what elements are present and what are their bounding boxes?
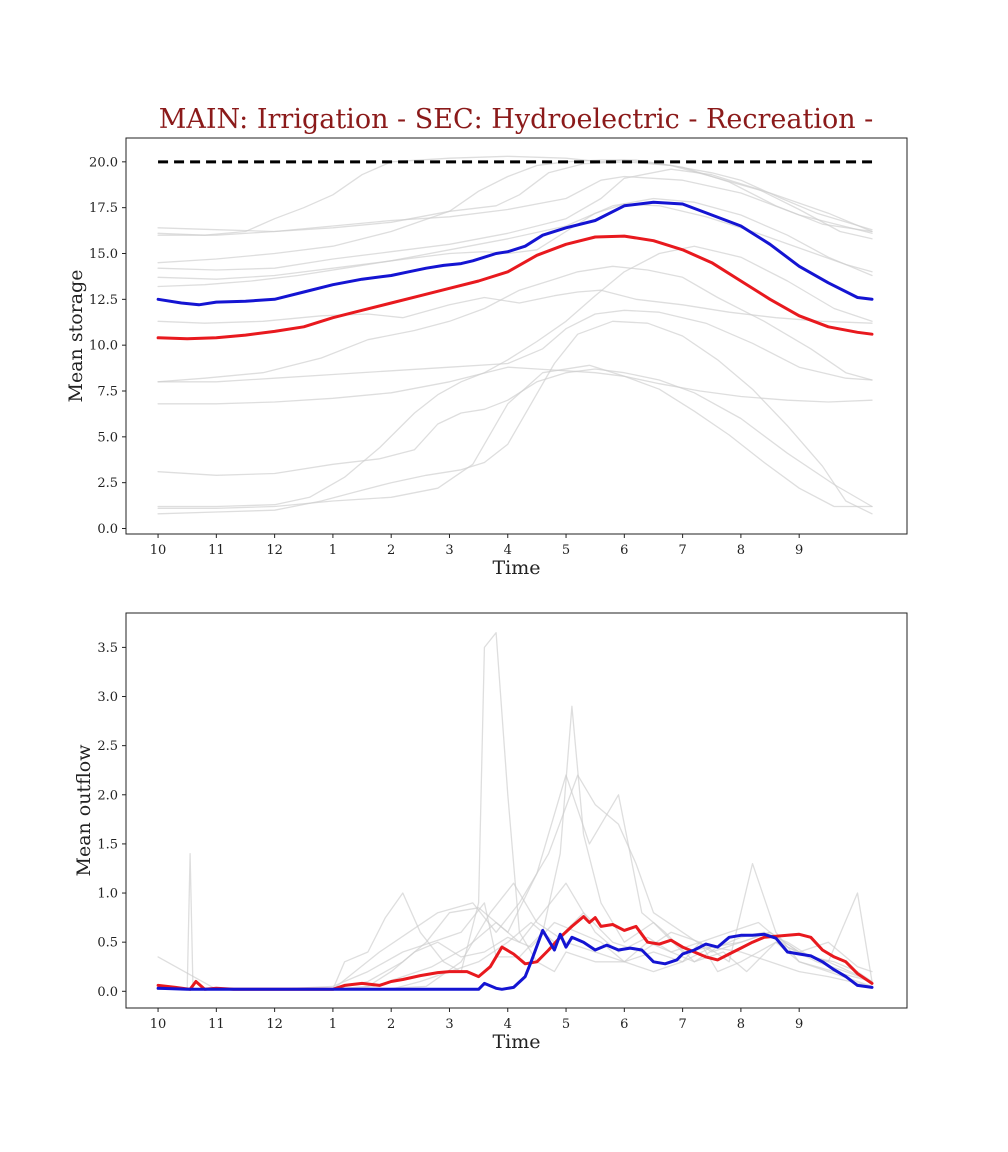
y-tick-label: 2.5 xyxy=(97,739,118,754)
x-tick-label: 12 xyxy=(266,543,283,558)
scenario-line xyxy=(157,774,873,990)
scenario-line xyxy=(157,632,873,990)
x-tick-label: 6 xyxy=(620,543,628,558)
plot-frame xyxy=(125,612,908,1009)
y-tick-label: 1.5 xyxy=(97,837,118,852)
x-tick-label: 12 xyxy=(266,1017,283,1032)
scenario-line xyxy=(157,168,873,271)
y-tick-label: 1.0 xyxy=(97,887,118,902)
scenario-line xyxy=(157,203,873,288)
x-tick-label: 1 xyxy=(329,543,337,558)
scenario-line xyxy=(157,159,873,264)
y-tick-label: 3.5 xyxy=(97,641,118,656)
x-tick-label: 9 xyxy=(795,543,803,558)
y-tick-label: 0.5 xyxy=(97,936,118,951)
scenario-line xyxy=(157,912,873,990)
y-axis-label: Mean outflow xyxy=(73,744,95,877)
y-tick-label: 10.0 xyxy=(89,339,118,354)
scenario-line xyxy=(157,161,873,233)
y-tick-label: 15.0 xyxy=(89,247,118,262)
x-tick-label: 7 xyxy=(678,1017,686,1032)
y-tick-label: 0.0 xyxy=(97,985,118,1000)
x-tick-label: 4 xyxy=(504,543,512,558)
x-tick-label: 5 xyxy=(562,1017,570,1032)
mean-line xyxy=(156,915,874,991)
x-tick-label: 2 xyxy=(387,543,395,558)
scenario-line xyxy=(157,862,873,990)
scenario-line xyxy=(157,921,873,990)
x-tick-label: 11 xyxy=(208,543,225,558)
y-tick-label: 12.5 xyxy=(89,293,118,308)
y-tick-label: 5.0 xyxy=(97,430,118,445)
y-tick-label: 2.5 xyxy=(97,476,118,491)
x-tick-label: 10 xyxy=(150,543,167,558)
storage-chart: 10 11 12 1 2 3 4 5 6 7 8 90.02.55.07.510.012.515.01… xyxy=(65,137,908,579)
scenario-line xyxy=(157,364,873,509)
scenario-line xyxy=(157,197,873,280)
scenario-line xyxy=(157,265,873,383)
figure-title: MAIN: Irrigation - SEC: Hydroelectric - … xyxy=(158,104,874,135)
scenario-line xyxy=(157,882,873,990)
scenario-line xyxy=(157,774,873,990)
y-axis-label: Mean storage xyxy=(65,270,87,403)
scenario-line xyxy=(157,368,873,508)
x-tick-label: 3 xyxy=(445,543,453,558)
scenario-line xyxy=(157,175,873,236)
x-tick-label: 11 xyxy=(208,1017,225,1032)
y-tick-label: 0.0 xyxy=(97,522,118,537)
x-tick-label: 8 xyxy=(737,543,745,558)
scenario-line xyxy=(157,289,873,324)
x-tick-label: 10 xyxy=(150,1017,167,1032)
x-tick-label: 5 xyxy=(562,543,570,558)
scenario-line xyxy=(157,245,873,508)
x-axis-label: Time xyxy=(492,1031,540,1053)
scenario-line xyxy=(157,155,873,236)
y-tick-label: 3.0 xyxy=(97,690,118,705)
x-tick-label: 4 xyxy=(504,1017,512,1032)
y-tick-label: 2.0 xyxy=(97,788,118,803)
x-tick-label: 7 xyxy=(678,543,686,558)
x-axis-label: Time xyxy=(492,557,540,579)
x-tick-label: 1 xyxy=(329,1017,337,1032)
scenario-line xyxy=(157,320,873,515)
mean-line xyxy=(156,200,874,307)
scenario-line xyxy=(157,705,873,990)
scenario-line xyxy=(157,309,873,383)
y-tick-label: 20.0 xyxy=(89,155,118,170)
mean-line xyxy=(156,928,874,991)
x-tick-label: 9 xyxy=(795,1017,803,1032)
x-tick-label: 3 xyxy=(445,1017,453,1032)
y-tick-label: 7.5 xyxy=(97,385,118,400)
x-tick-label: 6 xyxy=(620,1017,628,1032)
mean-line xyxy=(156,234,874,341)
x-tick-label: 8 xyxy=(737,1017,745,1032)
y-tick-label: 17.5 xyxy=(89,201,118,216)
plot-frame xyxy=(125,137,908,535)
x-tick-label: 2 xyxy=(387,1017,395,1032)
